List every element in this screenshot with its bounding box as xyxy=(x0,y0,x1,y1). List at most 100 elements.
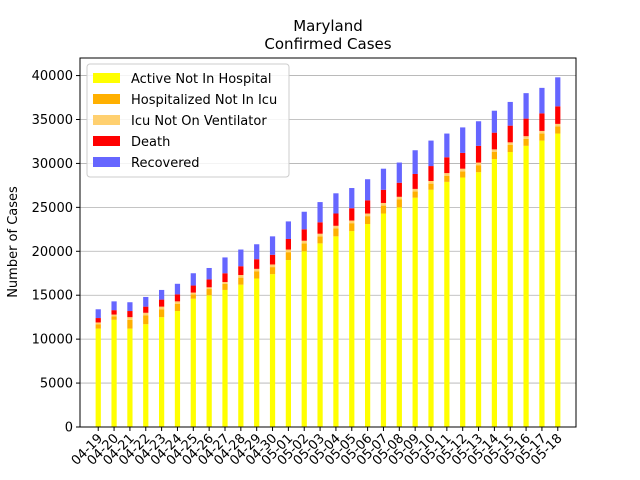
bar-segment xyxy=(158,306,165,310)
bar-segment xyxy=(491,110,498,133)
bar-segment xyxy=(254,268,260,272)
bar-segment xyxy=(396,199,402,208)
bar-segment xyxy=(254,259,260,269)
y-tick-label: 30000 xyxy=(32,157,73,172)
bar-segment xyxy=(333,213,339,226)
bar-segment xyxy=(555,77,561,107)
bar-segment xyxy=(158,289,165,300)
legend-label: Icu Not On Ventilator xyxy=(131,114,267,129)
bar-segment xyxy=(317,236,323,244)
bar-segment xyxy=(111,314,117,317)
bar-segment xyxy=(539,140,545,428)
bar-segment xyxy=(539,133,545,141)
bar-segment xyxy=(460,152,466,169)
bar-segment xyxy=(412,191,418,198)
bar-segment xyxy=(539,130,545,134)
bar-segment xyxy=(491,132,498,150)
bar-segment xyxy=(190,292,196,295)
bar-segment xyxy=(555,123,561,127)
bar-segment xyxy=(158,299,165,307)
bar-segment xyxy=(238,249,244,267)
bar-segment xyxy=(222,257,228,274)
bar-segment xyxy=(555,126,561,134)
bar-segment xyxy=(365,216,371,225)
bar-segment xyxy=(491,149,498,153)
bar-segment xyxy=(206,279,212,288)
bar-segment xyxy=(412,173,418,189)
bar-segment xyxy=(222,289,228,427)
bar-segment xyxy=(380,202,387,206)
bar-segment xyxy=(507,152,513,427)
bar-segment xyxy=(507,101,513,126)
bar-segment xyxy=(349,188,355,209)
bar-segment xyxy=(380,205,387,214)
bar-segment xyxy=(539,113,545,131)
bar-segment xyxy=(507,142,513,145)
bar-segment xyxy=(301,240,307,244)
bar-segment xyxy=(317,243,323,427)
bar-segment xyxy=(412,150,418,174)
bar-segment xyxy=(349,220,355,224)
bar-segment xyxy=(396,207,402,427)
bar-segment xyxy=(555,133,561,428)
bar-segment xyxy=(174,311,181,427)
bar-segment xyxy=(444,173,450,176)
bar-segment xyxy=(380,189,387,203)
bar-segment xyxy=(254,244,260,260)
bar-segment xyxy=(206,295,212,427)
bar-segment xyxy=(269,236,276,255)
bar-segment xyxy=(285,238,291,250)
bar-segment xyxy=(444,157,450,174)
bar-segment xyxy=(491,152,498,160)
bar-segment xyxy=(507,144,513,153)
bar-segment xyxy=(285,249,291,253)
bar-segment xyxy=(412,188,418,192)
bar-segment xyxy=(95,318,101,323)
bar-segment xyxy=(396,182,402,197)
bar-segment xyxy=(317,233,323,237)
bar-segment xyxy=(491,159,498,428)
legend-label: Recovered xyxy=(131,156,200,171)
legend-swatch xyxy=(93,73,120,83)
bar-segment xyxy=(127,311,133,318)
bar-segment xyxy=(507,125,513,143)
bar-segment xyxy=(428,181,434,184)
legend-label: Death xyxy=(131,135,170,150)
bar-segment xyxy=(380,168,387,190)
bar-segment xyxy=(285,260,291,427)
chart-title: Maryland xyxy=(293,17,363,35)
bar-segment xyxy=(127,328,133,427)
bar-segment xyxy=(158,309,165,318)
y-axis: 0 5000 10000 15000 20000 25000 30000 35000 40000 xyxy=(32,69,80,436)
bar-segment xyxy=(111,310,117,315)
bar-segment xyxy=(111,319,117,427)
bars xyxy=(95,77,561,428)
legend-swatch xyxy=(93,115,120,125)
bar-segment xyxy=(396,196,402,200)
bar-segment xyxy=(238,266,244,276)
bar-segment xyxy=(190,298,196,427)
bar-segment xyxy=(269,264,276,268)
bar-segment xyxy=(269,274,276,427)
legend: Active Not In Hospital Hospitalized Not I… xyxy=(86,63,290,178)
bar-segment xyxy=(333,236,339,427)
bar-segment xyxy=(523,145,529,427)
bar-segment xyxy=(143,306,149,313)
bar-segment xyxy=(143,312,149,316)
bar-segment xyxy=(396,162,402,183)
bar-segment xyxy=(365,213,371,217)
legend-swatch xyxy=(93,157,120,167)
bar-segment xyxy=(158,317,165,427)
y-tick-label: 40000 xyxy=(32,69,73,84)
bar-segment xyxy=(475,121,482,146)
bar-segment xyxy=(285,221,291,239)
bar-segment xyxy=(206,287,212,290)
bar-segment xyxy=(190,273,196,286)
y-tick-label: 35000 xyxy=(32,113,73,128)
bar-segment xyxy=(523,138,529,146)
bar-segment xyxy=(285,252,291,261)
y-tick-label: 0 xyxy=(65,421,73,436)
bar-segment xyxy=(317,202,323,223)
bar-segment xyxy=(349,231,355,427)
